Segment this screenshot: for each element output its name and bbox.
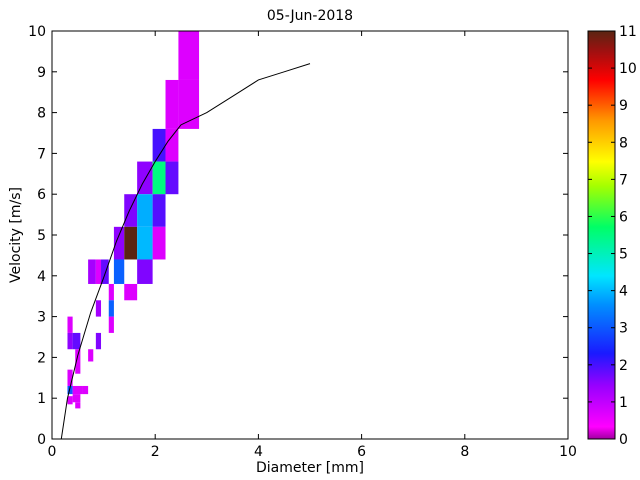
heatmap-cell bbox=[67, 316, 73, 333]
heatmap-cell bbox=[152, 226, 166, 260]
x-tick-label: 6 bbox=[357, 444, 366, 460]
heatmap-cell bbox=[67, 396, 73, 405]
heatmap-cell bbox=[95, 259, 102, 284]
colorbar-tick-label: 5 bbox=[619, 247, 628, 263]
heatmap-cell bbox=[108, 316, 114, 333]
heatmap-cell bbox=[67, 385, 73, 395]
heatmap-cell bbox=[152, 194, 166, 227]
chart-title: 05-Jun-2018 bbox=[267, 8, 353, 24]
y-tick-label: 9 bbox=[37, 65, 46, 81]
colorbar-tick-label: 8 bbox=[619, 135, 628, 151]
colorbar: 0 1 2 3 4 5 6 7 8 9 10 11 bbox=[587, 24, 637, 448]
y-tick-label: 8 bbox=[37, 106, 46, 122]
heatmap-cell bbox=[95, 332, 102, 350]
x-axis-label: Diameter [mm] bbox=[256, 460, 364, 476]
heatmap-cell bbox=[108, 283, 114, 301]
y-tick-label: 7 bbox=[37, 146, 46, 162]
heatmap-cell bbox=[72, 332, 81, 350]
heatmap-cell bbox=[88, 259, 96, 284]
colorbar-tick-label: 6 bbox=[619, 209, 628, 225]
heatmap-cell bbox=[165, 128, 179, 162]
y-tick-label: 3 bbox=[37, 310, 46, 326]
colorbar-tick-label: 0 bbox=[619, 432, 628, 448]
heatmap-cell bbox=[152, 161, 166, 195]
heatmap-cell bbox=[72, 394, 81, 403]
colorbar-gradient bbox=[587, 30, 616, 440]
heatmap-cell bbox=[75, 402, 81, 409]
x-axis-ticks: 0 2 4 6 8 10 bbox=[48, 31, 577, 460]
colorbar-tick-label: 10 bbox=[619, 61, 637, 77]
heatmap-cell bbox=[113, 259, 125, 284]
heatmap-cell bbox=[67, 369, 73, 386]
colorbar-tick-label: 9 bbox=[619, 98, 628, 114]
y-tick-label: 4 bbox=[37, 269, 46, 285]
colorbar-ticks: 0 1 2 3 4 5 6 7 8 9 10 11 bbox=[588, 24, 637, 448]
heatmap-cell bbox=[67, 332, 73, 350]
colorbar-tick-label: 7 bbox=[619, 172, 628, 188]
heatmap-cell bbox=[137, 259, 153, 284]
x-tick-label: 10 bbox=[559, 444, 577, 460]
colorbar-tick-label: 11 bbox=[619, 24, 637, 40]
heatmap-cell bbox=[178, 79, 200, 129]
heatmap-cell bbox=[88, 349, 94, 362]
heatmap-cell bbox=[108, 300, 114, 317]
heatmap-cell bbox=[152, 128, 166, 162]
heatmap-cell bbox=[82, 385, 89, 395]
heatmap-cell bbox=[165, 79, 179, 129]
heatmap-cell bbox=[101, 259, 109, 284]
x-tick-label: 8 bbox=[460, 444, 469, 460]
heatmap-cell bbox=[113, 226, 125, 260]
y-tick-label: 10 bbox=[28, 24, 46, 40]
x-tick-label: 4 bbox=[254, 444, 263, 460]
y-tick-label: 2 bbox=[37, 350, 46, 366]
y-tick-label: 6 bbox=[37, 187, 46, 203]
heatmap-cell bbox=[72, 385, 83, 395]
y-tick-label: 5 bbox=[37, 228, 46, 244]
heatmap-cell bbox=[75, 361, 81, 374]
colorbar-tick-label: 3 bbox=[619, 321, 628, 337]
terminal-velocity-curve bbox=[60, 63, 311, 440]
heatmap-cell bbox=[137, 194, 153, 227]
colorbar-tick-label: 1 bbox=[619, 395, 628, 411]
x-tick-label: 2 bbox=[151, 444, 160, 460]
colorbar-tick-label: 4 bbox=[619, 284, 628, 300]
heatmap-cell bbox=[95, 300, 102, 317]
y-axis-ticks: 0 1 2 3 4 5 6 7 8 9 10 bbox=[28, 24, 568, 448]
heatmap-cell bbox=[165, 161, 179, 195]
x-tick-label: 0 bbox=[48, 444, 57, 460]
y-axis-label: Velocity [m/s] bbox=[8, 187, 24, 283]
plot-area: 0 2 4 6 8 10 0 1 2 3 4 5 6 7 8 9 10 bbox=[28, 24, 577, 460]
heatmap-cell bbox=[137, 226, 153, 260]
y-tick-label: 1 bbox=[37, 391, 46, 407]
heatmap-cell bbox=[178, 31, 200, 80]
heatmap-cell bbox=[124, 226, 138, 260]
colorbar-tick-label: 2 bbox=[619, 358, 628, 374]
y-tick-label: 0 bbox=[37, 432, 46, 448]
heatmap-cell bbox=[124, 283, 138, 301]
